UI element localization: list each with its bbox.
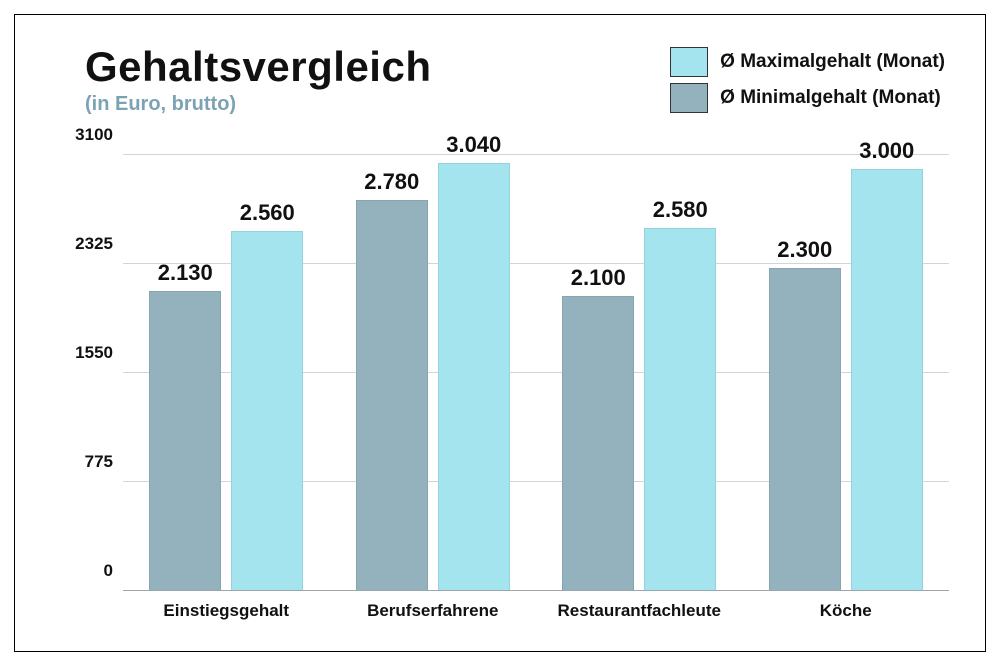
bar-min: 2.100 bbox=[562, 296, 634, 591]
y-tick-label: 0 bbox=[104, 561, 123, 581]
chart-frame: Gehaltsvergleich (in Euro, brutto) Ø Max… bbox=[14, 14, 986, 652]
y-tick-label: 2325 bbox=[75, 234, 123, 254]
y-tick-label: 1550 bbox=[75, 343, 123, 363]
legend-label-max: Ø Maximalgehalt (Monat) bbox=[720, 51, 945, 73]
plot-area: 2.1302.5602.7803.0402.1002.5802.3003.000… bbox=[123, 155, 949, 591]
bar-group: 2.7803.040 bbox=[330, 155, 537, 591]
bar-value-label: 3.000 bbox=[859, 138, 914, 164]
bar-value-label: 2.580 bbox=[653, 197, 708, 223]
legend-item-max: Ø Maximalgehalt (Monat) bbox=[670, 47, 945, 77]
chart-title: Gehaltsvergleich bbox=[85, 43, 431, 91]
legend: Ø Maximalgehalt (Monat) Ø Minimalgehalt … bbox=[670, 47, 945, 119]
x-axis-labels: EinstiegsgehaltBerufserfahreneRestaurant… bbox=[123, 601, 949, 621]
x-axis-label: Berufserfahrene bbox=[330, 601, 537, 621]
bar-max: 2.560 bbox=[231, 231, 303, 591]
bar-max: 3.040 bbox=[438, 163, 510, 591]
bar-min: 2.130 bbox=[149, 291, 221, 591]
bar-group: 2.3003.000 bbox=[743, 155, 950, 591]
baseline bbox=[123, 590, 949, 591]
x-axis-label: Einstiegsgehalt bbox=[123, 601, 330, 621]
legend-swatch-max bbox=[670, 47, 708, 77]
x-axis-label: Köche bbox=[743, 601, 950, 621]
legend-swatch-min bbox=[670, 83, 708, 113]
bar-value-label: 3.040 bbox=[446, 132, 501, 158]
bar-min: 2.300 bbox=[769, 268, 841, 591]
bar-max: 2.580 bbox=[644, 228, 716, 591]
bar-value-label: 2.780 bbox=[364, 169, 419, 195]
bar-min: 2.780 bbox=[356, 200, 428, 591]
bar-group: 2.1302.560 bbox=[123, 155, 330, 591]
y-tick-label: 3100 bbox=[75, 125, 123, 145]
chart-subtitle: (in Euro, brutto) bbox=[85, 93, 431, 116]
bar-max: 3.000 bbox=[851, 169, 923, 591]
x-axis-label: Restaurantfachleute bbox=[536, 601, 743, 621]
bar-value-label: 2.300 bbox=[777, 237, 832, 263]
bar-group: 2.1002.580 bbox=[536, 155, 743, 591]
chart-area: 2.1302.5602.7803.0402.1002.5802.3003.000… bbox=[75, 155, 949, 591]
legend-label-min: Ø Minimalgehalt (Monat) bbox=[720, 87, 941, 109]
bar-value-label: 2.560 bbox=[240, 200, 295, 226]
bar-groups: 2.1302.5602.7803.0402.1002.5802.3003.000 bbox=[123, 155, 949, 591]
title-block: Gehaltsvergleich (in Euro, brutto) bbox=[51, 43, 431, 116]
chart-header: Gehaltsvergleich (in Euro, brutto) Ø Max… bbox=[51, 43, 949, 119]
y-tick-label: 775 bbox=[85, 452, 123, 472]
bar-value-label: 2.130 bbox=[158, 260, 213, 286]
bar-value-label: 2.100 bbox=[571, 265, 626, 291]
legend-item-min: Ø Minimalgehalt (Monat) bbox=[670, 83, 945, 113]
